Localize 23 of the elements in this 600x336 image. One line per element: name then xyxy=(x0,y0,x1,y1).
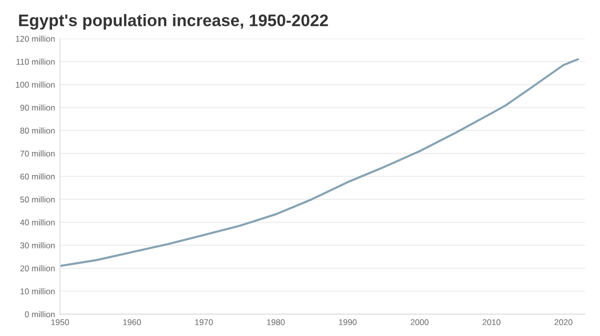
y-tick-label: 110 million xyxy=(16,58,55,65)
y-tick-label: 10 million xyxy=(20,288,55,294)
x-tick-label: 1990 xyxy=(339,319,357,326)
x-tick-label: 1960 xyxy=(123,319,141,326)
x-tick-label: 2000 xyxy=(410,319,429,326)
y-tick-label: 60 million xyxy=(20,173,55,180)
x-tick-label: 2020 xyxy=(554,319,572,326)
x-tick-label: 1970 xyxy=(195,319,213,326)
x-tick-label: 1980 xyxy=(267,319,285,326)
x-tick-label: 1950 xyxy=(51,319,69,326)
y-tick-label: 0 million xyxy=(24,311,55,318)
y-tick-label: 100 million xyxy=(16,82,55,88)
y-tick-label: 120 million xyxy=(16,36,55,42)
y-tick-label: 30 million xyxy=(20,242,55,248)
line-series xyxy=(60,58,579,267)
y-tick-label: 40 million xyxy=(20,219,55,226)
y-tick-label: 50 million xyxy=(20,196,55,202)
y-tick-label: 80 million xyxy=(20,127,55,134)
y-tick-label: 90 million xyxy=(20,104,55,111)
y-tick-label: 20 million xyxy=(20,265,55,272)
x-tick-label: 2010 xyxy=(482,319,500,326)
y-tick-label: 70 million xyxy=(20,150,55,157)
chart-title: Egypt's population increase, 1950-2022 xyxy=(19,14,328,30)
